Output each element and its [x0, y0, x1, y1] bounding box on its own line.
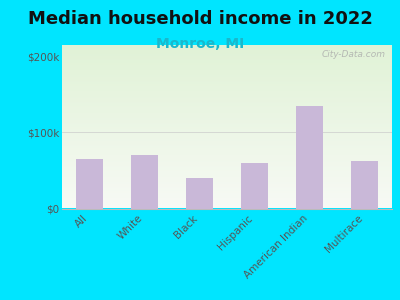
Bar: [296, 106, 323, 208]
Bar: [351, 160, 378, 208]
Bar: [76, 159, 103, 208]
Text: Monroe, MI: Monroe, MI: [156, 38, 244, 52]
Text: City-Data.com: City-Data.com: [322, 50, 385, 59]
Text: Median household income in 2022: Median household income in 2022: [28, 11, 372, 28]
Bar: [131, 155, 158, 208]
Bar: [186, 178, 213, 208]
Bar: [241, 163, 268, 208]
